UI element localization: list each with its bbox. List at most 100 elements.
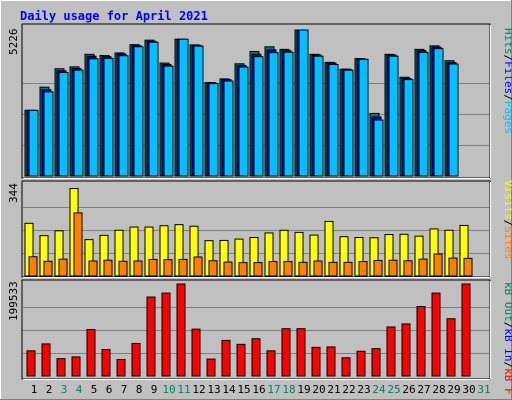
- x-tick-label-26: 26: [402, 383, 415, 396]
- bar-sites-day-21: [328, 261, 338, 277]
- x-tick-label-10: 10: [162, 383, 175, 396]
- bar-kb-f-day-14: [221, 339, 231, 377]
- hits-files-pages-legend: Hits/Files/Pages: [502, 28, 512, 134]
- bar-kb-f-day-28: [431, 292, 441, 377]
- x-tick-label-1: 1: [31, 383, 38, 396]
- bar-kb-f-day-25: [386, 326, 396, 377]
- bar-sites-day-16: [253, 262, 263, 277]
- bar-sites-day-30: [463, 257, 473, 277]
- bar-sites-day-18: [283, 261, 293, 277]
- bar-kb-f-day-8: [131, 342, 141, 377]
- bar-pages-day-16: [253, 56, 264, 177]
- legend-hits: Hits: [502, 28, 512, 55]
- bar-kb-f-day-18: [281, 328, 291, 377]
- bar-kb-f-day-11: [176, 283, 186, 377]
- bar-kb-f-day-26: [401, 323, 411, 377]
- bar-kb-f-day-12: [191, 328, 201, 377]
- x-axis-labels: 1 2 3 4 5 6 7 8 9 10 11 12 13 14 15 16 17 18 19 20 21 22 23 24 2…: [31, 383, 491, 396]
- bar-sites-day-4: [73, 212, 83, 277]
- bar-sites-day-6: [103, 259, 113, 277]
- x-tick-label-9: 9: [151, 383, 158, 396]
- x-tick-label-18: 18: [282, 383, 295, 396]
- bar-pages-day-3: [58, 72, 69, 177]
- bar-sites-day-13: [208, 260, 218, 277]
- x-tick-label-8: 8: [136, 383, 143, 396]
- bar-sites-day-17: [268, 261, 278, 277]
- x-tick-label-6: 6: [106, 383, 113, 396]
- bar-sites-day-11: [178, 258, 188, 277]
- bar-pages-day-19: [298, 29, 309, 177]
- bar-kb-f-day-22: [341, 357, 351, 377]
- x-tick-label-28: 28: [432, 383, 445, 396]
- bar-sites-day-25: [388, 259, 398, 277]
- bar-pages-day-12: [193, 45, 204, 177]
- x-tick-label-11: 11: [177, 383, 190, 396]
- chart-title: Daily usage for April 2021: [20, 9, 208, 23]
- bar-sites-day-27: [418, 258, 428, 277]
- legend-pages: Pages: [502, 101, 512, 134]
- bar-pages-day-2: [43, 91, 54, 177]
- x-tick-label-23: 23: [357, 383, 370, 396]
- bar-pages-day-7: [118, 55, 129, 177]
- bar-sites-day-7: [118, 260, 128, 277]
- x-tick-label-20: 20: [312, 383, 325, 396]
- bar-sites-day-29: [448, 257, 458, 277]
- x-tick-label-25: 25: [387, 383, 400, 396]
- bar-pages-day-4: [73, 69, 84, 177]
- bar-pages-day-14: [223, 80, 234, 177]
- bar-kb-f-day-15: [236, 343, 246, 377]
- x-tick-label-22: 22: [342, 383, 355, 396]
- bar-sites-day-1: [28, 256, 38, 277]
- bar-pages-day-9: [148, 41, 159, 177]
- x-tick-label-31: 31: [477, 383, 490, 396]
- bar-sites-day-10: [163, 259, 173, 277]
- x-tick-label-21: 21: [327, 383, 340, 396]
- legend-visits: Visits: [502, 180, 512, 220]
- x-tick-label-12: 12: [192, 383, 205, 396]
- bar-kb-f-day-17: [266, 350, 276, 377]
- bar-pages-day-24: [373, 119, 384, 177]
- bar-sites-day-26: [403, 260, 413, 277]
- bar-sites-day-2: [43, 260, 53, 277]
- bar-pages-day-6: [103, 57, 114, 177]
- kb-max-label: 199533: [7, 281, 20, 321]
- bar-kb-f-day-13: [206, 358, 216, 377]
- bar-kb-f-day-16: [251, 338, 261, 377]
- bar-sites-day-20: [313, 260, 323, 277]
- bar-sites-day-5: [88, 260, 98, 277]
- bar-kb-f-day-7: [116, 359, 126, 377]
- x-tick-label-2: 2: [46, 383, 53, 396]
- bar-pages-day-25: [388, 55, 399, 177]
- bar-sites-day-8: [133, 260, 143, 277]
- bar-kb-f-day-6: [101, 349, 111, 377]
- x-tick-label-4: 4: [76, 383, 83, 396]
- bar-sites-day-15: [238, 262, 248, 277]
- bar-kb-f-day-2: [41, 343, 51, 377]
- visits-max-label: 344: [7, 183, 20, 203]
- legend-kb-out: kB Out: [502, 282, 512, 322]
- bar-pages-day-20: [313, 55, 324, 177]
- legend-kb-f: kB F: [502, 368, 512, 395]
- x-tick-label-27: 27: [417, 383, 430, 396]
- bar-pages-day-11: [178, 38, 189, 177]
- bar-kb-f-day-27: [416, 306, 426, 377]
- bar-pages-day-5: [88, 58, 99, 177]
- x-tick-label-3: 3: [61, 383, 68, 396]
- bar-sites-day-28: [433, 253, 443, 277]
- bar-kb-f-day-19: [296, 328, 306, 377]
- bar-kb-f-day-4: [71, 356, 81, 377]
- bar-sites-day-3: [58, 258, 68, 277]
- bar-sites-day-22: [343, 261, 353, 277]
- hits-max-label: 5226: [7, 29, 20, 56]
- bar-pages-day-26: [403, 79, 414, 177]
- x-tick-label-14: 14: [222, 383, 236, 396]
- bar-sites-day-14: [223, 261, 233, 277]
- x-tick-label-15: 15: [237, 383, 250, 396]
- bar-kb-f-day-24: [371, 348, 381, 377]
- bar-sites-day-19: [298, 261, 308, 277]
- bar-sites-day-24: [373, 259, 383, 277]
- visits-sites-legend: Visits/Sites: [502, 180, 512, 260]
- bar-pages-day-29: [448, 63, 459, 177]
- bar-pages-day-15: [238, 66, 249, 177]
- x-tick-label-7: 7: [121, 383, 128, 396]
